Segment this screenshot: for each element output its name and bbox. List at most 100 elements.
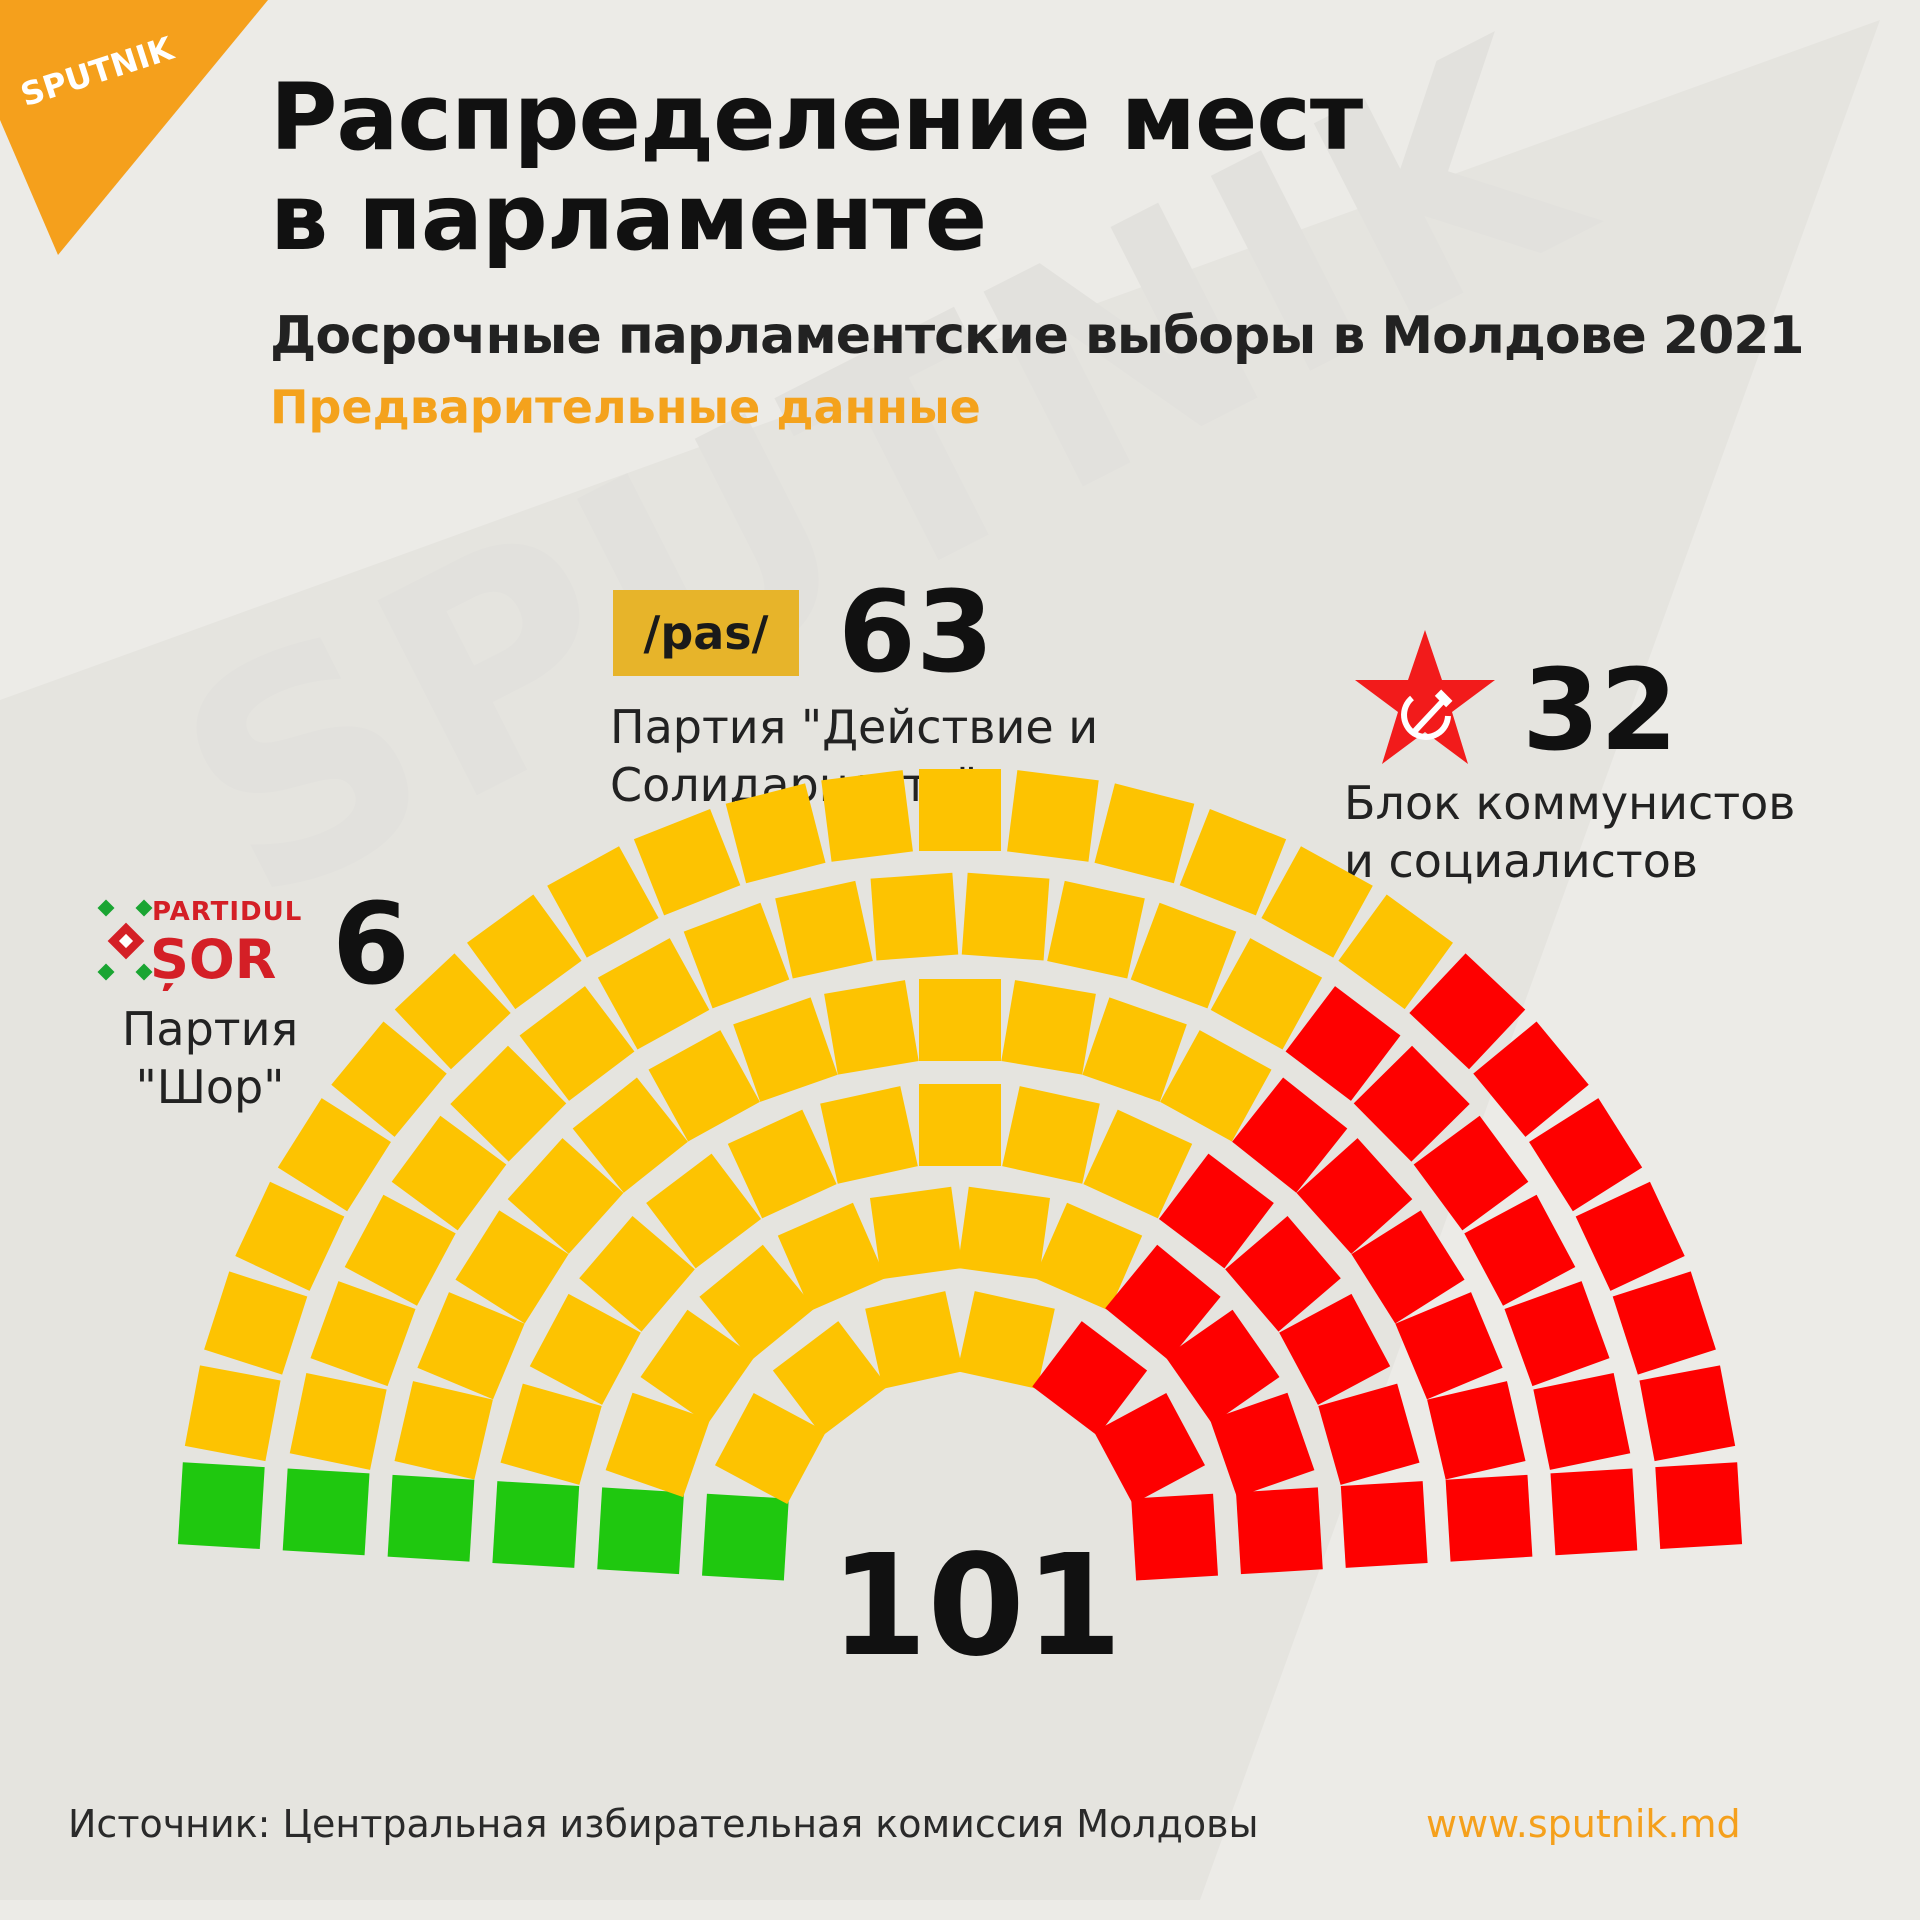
seat <box>467 894 582 1010</box>
seat <box>394 953 511 1070</box>
seat <box>1318 1383 1420 1485</box>
seat <box>702 1493 789 1581</box>
seat <box>1612 1271 1716 1375</box>
seat <box>1083 1109 1193 1219</box>
seat <box>1550 1468 1638 1556</box>
seat <box>597 1487 684 1575</box>
sor-party-name-line2: "Шор" <box>135 1060 285 1114</box>
seat <box>572 1077 688 1193</box>
seat <box>331 1021 447 1137</box>
website-link[interactable]: www.sputnik.md <box>1426 1802 1741 1846</box>
seat <box>646 1153 762 1269</box>
seat <box>277 1098 391 1212</box>
seat <box>1210 938 1323 1050</box>
seat <box>1340 1481 1428 1568</box>
seat <box>1338 894 1453 1010</box>
seat <box>1105 1244 1221 1361</box>
seat <box>450 1045 567 1162</box>
seat <box>1007 770 1099 862</box>
sor-ornament-icon <box>97 899 153 981</box>
seat <box>1158 1153 1274 1269</box>
seat <box>1232 1077 1348 1193</box>
page-title-line2: в парламенте <box>270 164 987 271</box>
seat <box>417 1292 525 1400</box>
pas-party-name: Партия "Действие и Солидарность" <box>610 698 1098 814</box>
seat <box>1032 1321 1148 1436</box>
seat <box>1639 1365 1736 1462</box>
seat <box>869 1186 963 1280</box>
sputnik-logo-icon <box>0 0 268 255</box>
seat <box>725 783 826 884</box>
page-subtitle: Досрочные парламентские выборы в Молдове… <box>270 306 1805 366</box>
seat <box>919 769 1001 851</box>
seat <box>500 1383 602 1485</box>
seat <box>1351 1210 1465 1324</box>
seat <box>605 1392 710 1498</box>
seat <box>870 872 959 961</box>
bcs-seat-count: 32 <box>1522 646 1678 776</box>
source-text: Источник: Центральная избирательная коми… <box>68 1802 1259 1846</box>
seat <box>1094 1393 1205 1504</box>
seat <box>529 1293 641 1405</box>
seat <box>1179 808 1287 916</box>
seat <box>1165 1309 1280 1424</box>
seat <box>1034 1202 1143 1311</box>
seat <box>1225 1215 1341 1332</box>
seat <box>772 1321 888 1436</box>
seat <box>1002 1086 1100 1184</box>
seat <box>1261 846 1373 958</box>
seat <box>507 1138 624 1254</box>
seat <box>455 1210 569 1324</box>
seat <box>640 1309 755 1424</box>
seat <box>597 938 710 1050</box>
seat <box>1082 997 1187 1102</box>
seat <box>1285 986 1401 1101</box>
seat <box>633 808 741 916</box>
seat <box>727 1109 837 1219</box>
seat <box>177 1462 265 1549</box>
pas-seat-count: 63 <box>838 568 994 698</box>
sor-logo-line2: ȘOR <box>150 928 277 991</box>
seat <box>1395 1292 1503 1400</box>
seat <box>1427 1381 1526 1480</box>
seat <box>1409 953 1526 1070</box>
seat <box>957 1186 1051 1280</box>
page-title: Распределение мест в парламенте <box>270 68 1770 268</box>
seat <box>820 1086 918 1184</box>
seat <box>777 1202 886 1311</box>
seat <box>579 1215 695 1332</box>
seat <box>1131 1493 1218 1581</box>
seat <box>387 1474 475 1562</box>
seat <box>1533 1372 1631 1470</box>
red-star-hammer-sickle-icon <box>1355 630 1495 764</box>
seat <box>344 1194 456 1306</box>
total-seats-label: 101 <box>830 1525 1123 1688</box>
seat <box>547 846 659 958</box>
seat <box>775 880 873 979</box>
seat <box>1504 1281 1610 1387</box>
seat <box>683 902 790 1009</box>
seat <box>919 1084 1001 1166</box>
seat <box>1236 1487 1323 1575</box>
seat <box>1160 1030 1272 1142</box>
seat <box>1575 1181 1685 1291</box>
seat <box>282 1468 370 1556</box>
seat <box>1210 1392 1315 1498</box>
seat <box>715 1393 826 1504</box>
seat <box>235 1181 345 1291</box>
page-title-line1: Распределение мест <box>270 64 1363 171</box>
bcs-party-name: Блок коммунистов и социалистов <box>1344 774 1795 890</box>
sor-party-name-line1: Партия <box>121 1002 299 1056</box>
seat <box>957 1291 1055 1389</box>
seat <box>1353 1045 1470 1162</box>
seat <box>824 980 919 1075</box>
seat <box>1464 1194 1576 1306</box>
seat <box>1529 1098 1643 1212</box>
seat <box>1130 902 1237 1009</box>
seat <box>1296 1138 1413 1254</box>
preliminary-note: Предварительные данные <box>270 380 981 434</box>
seat <box>1047 880 1145 979</box>
seat <box>204 1271 308 1375</box>
seat <box>1001 980 1096 1075</box>
seat <box>648 1030 760 1142</box>
